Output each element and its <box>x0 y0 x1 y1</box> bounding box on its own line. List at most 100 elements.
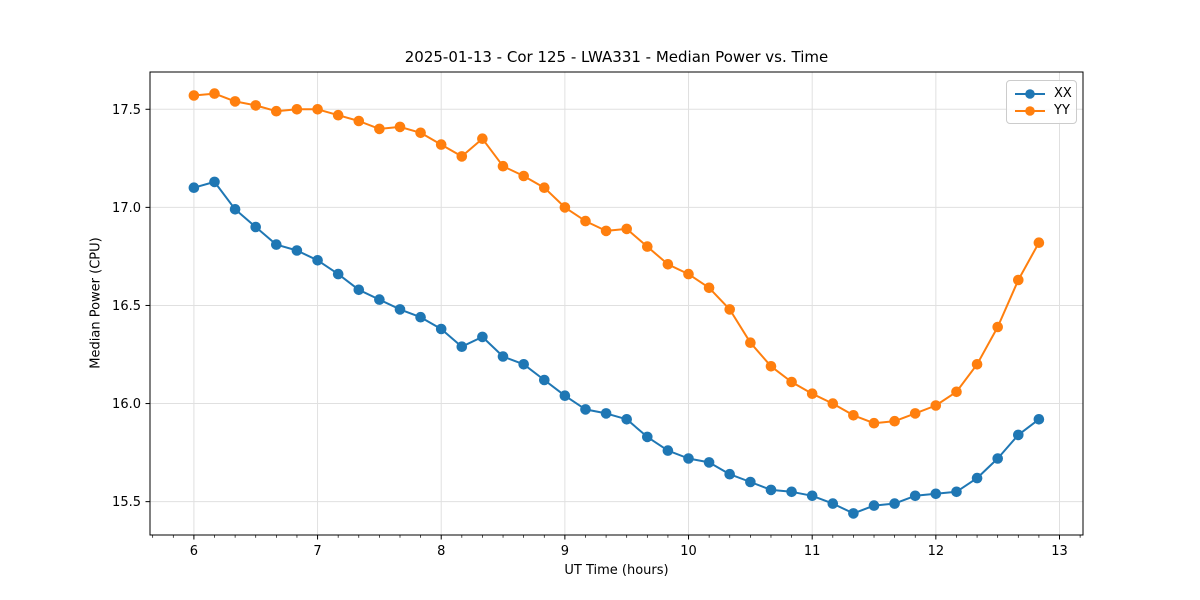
y-axis-label: Median Power (CPU) <box>88 237 104 369</box>
data-point <box>209 176 220 188</box>
data-point <box>1013 274 1024 286</box>
series-yy <box>188 88 1045 429</box>
data-point <box>724 304 735 315</box>
x-tick-label: 9 <box>561 544 569 559</box>
data-point <box>930 488 942 500</box>
data-point <box>374 294 385 305</box>
data-point <box>971 359 983 370</box>
legend-entry-yy: YY <box>1014 102 1070 119</box>
data-point <box>312 254 323 266</box>
data-point <box>188 182 200 193</box>
data-point <box>765 484 777 496</box>
data-point <box>312 104 323 115</box>
data-point <box>394 304 406 315</box>
data-point <box>621 414 632 425</box>
data-point <box>497 160 509 172</box>
chart-title: 2025-01-13 - Cor 125 - LWA331 - Median P… <box>404 48 829 66</box>
data-point <box>435 323 447 335</box>
data-point <box>992 453 1003 464</box>
data-point <box>889 498 900 509</box>
x-tick-label: 6 <box>190 544 198 559</box>
y-tick-label: 16.0 <box>112 397 141 412</box>
data-point <box>683 453 694 464</box>
x-tick-label: 11 <box>804 544 821 559</box>
data-point <box>374 123 385 135</box>
data-point <box>353 284 365 296</box>
data-point <box>642 241 653 252</box>
data-point <box>518 170 529 182</box>
data-point <box>229 204 241 215</box>
major-ticks <box>145 108 1061 540</box>
data-point <box>291 104 303 115</box>
legend-line-marker-xx <box>1015 88 1045 99</box>
data-point <box>992 321 1003 333</box>
x-tick-label: 12 <box>928 544 945 559</box>
data-point <box>868 500 880 511</box>
data-point <box>1013 429 1024 441</box>
legend-label-xx: XX <box>1054 85 1072 101</box>
data-point <box>559 202 571 213</box>
data-point <box>435 139 447 150</box>
data-point <box>703 457 715 468</box>
data-point <box>580 404 591 415</box>
y-tick-label: 17.5 <box>112 103 141 118</box>
data-point <box>353 115 365 127</box>
x-tick-label: 8 <box>437 544 445 559</box>
data-point <box>909 408 921 419</box>
data-point <box>291 245 303 256</box>
data-point <box>951 386 962 398</box>
series-xx <box>188 176 1045 519</box>
x-minor-ticks <box>152 535 1081 538</box>
series-line-xx <box>193 180 1040 515</box>
data-point <box>415 127 426 139</box>
legend-line-marker-yy <box>1015 105 1045 116</box>
x-axis-label: UT Time (hours) <box>564 563 669 578</box>
axes-spines <box>149 71 1084 536</box>
data-point <box>394 121 406 133</box>
data-point <box>539 374 550 386</box>
legend-label-yy: YY <box>1054 102 1070 118</box>
data-point <box>621 223 632 235</box>
data-point <box>1033 237 1045 248</box>
data-point <box>806 388 818 400</box>
data-point <box>497 351 509 362</box>
data-point <box>662 259 674 270</box>
data-point <box>600 225 612 237</box>
data-point <box>209 88 220 99</box>
data-point <box>229 96 241 107</box>
data-point <box>642 431 653 443</box>
data-point <box>951 486 962 498</box>
data-point <box>415 311 426 323</box>
tick-labels: 6 7 8 9 10 11 12 13 15.5 16.0 16.5 17.0 17.5 <box>112 103 1068 559</box>
x-tick-label: 13 <box>1051 544 1068 559</box>
x-tick-label: 10 <box>680 544 697 559</box>
y-tick-label: 16.5 <box>112 299 141 314</box>
data-point <box>745 337 756 349</box>
data-point <box>1033 414 1045 425</box>
data-point <box>827 498 839 509</box>
data-point <box>580 215 591 227</box>
data-point <box>271 105 282 117</box>
data-point <box>786 486 797 498</box>
data-point <box>518 359 529 370</box>
data-point <box>477 133 488 144</box>
data-point <box>786 376 797 388</box>
data-point <box>724 468 735 480</box>
data-point <box>477 331 488 343</box>
data-point <box>806 490 818 502</box>
data-point <box>250 100 261 111</box>
data-point <box>188 90 200 101</box>
data-point <box>971 472 983 484</box>
data-point <box>332 109 344 121</box>
data-point <box>703 282 715 294</box>
y-tick-label: 17.0 <box>112 201 141 216</box>
data-point <box>250 221 261 233</box>
data-point <box>662 445 674 456</box>
y-tick-label: 15.5 <box>112 495 141 510</box>
legend-entry-xx: XX <box>1014 85 1072 102</box>
gridlines <box>150 72 1083 535</box>
data-point <box>600 408 612 419</box>
data-point <box>683 268 694 280</box>
